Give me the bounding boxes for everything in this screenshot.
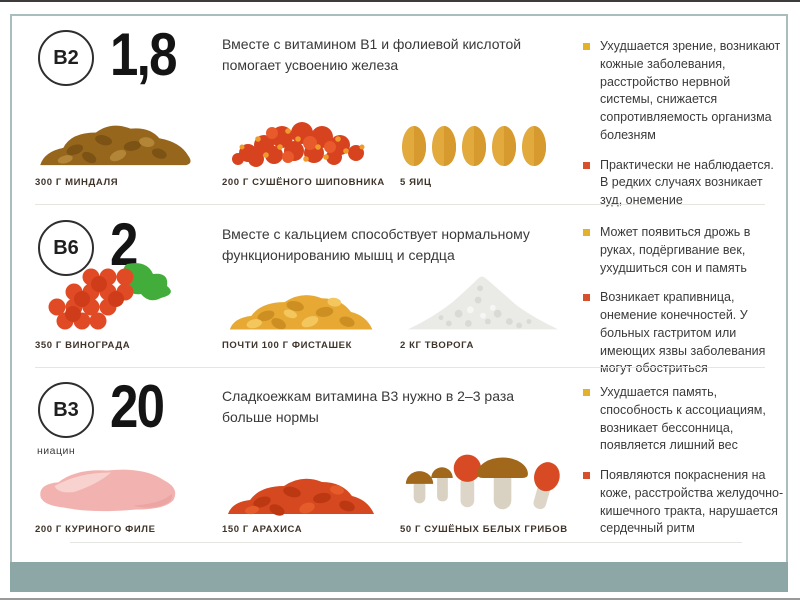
effect-text: Появляются покраснения на коже, расстрой… (600, 468, 784, 536)
peanuts-icon (222, 454, 397, 516)
food-caption: 5 ЯИЦ (400, 177, 432, 188)
chicken-fillet-icon (35, 454, 215, 516)
vitamin-badge: В6 (38, 220, 94, 276)
row-divider (35, 367, 765, 368)
food-caption: 200 Г СУШЁНОГО ШИПОВНИКА (222, 177, 385, 188)
deficiency-marker-icon (583, 389, 590, 396)
excess-marker-icon (583, 294, 590, 302)
mushrooms-icon (400, 454, 575, 516)
food-caption: ПОЧТИ 100 Г ФИСТАШЕК (222, 340, 352, 351)
effect-text: Практически не наблюдается. В редких слу… (600, 157, 774, 208)
vitamin-row-b3: В3 ниацин 20 Сладкоежкам витамина В3 нуж… (0, 374, 800, 542)
vitamin-badge: В2 (38, 30, 94, 86)
excess-marker-icon (583, 472, 590, 479)
pistachios-icon (222, 270, 397, 332)
deficiency-effect: Ухудшается зрение, возникают кожные забо… (583, 38, 785, 145)
food-item: 2 КГ ТВОРОГА (400, 270, 570, 351)
deficiency-marker-icon (583, 43, 590, 50)
footer-teal-bar (10, 562, 788, 592)
deficiency-marker-icon (583, 229, 590, 236)
food-caption: 300 Г МИНДАЛЯ (35, 177, 119, 188)
effect-text: Возникает крапивница, онемение конечност… (600, 290, 766, 376)
food-item: 50 Г СУШЁНЫХ БЕЛЫХ ГРИБОВ (400, 454, 575, 535)
deficiency-effect: Ухудшается память, способность к ассоциа… (583, 384, 785, 455)
food-caption: 150 Г АРАХИСА (222, 524, 303, 535)
grapes-icon (35, 263, 215, 332)
food-item: 200 Г КУРИНОГО ФИЛЕ (35, 454, 215, 535)
deficiency-effect: Может появиться дрожь в руках, подёргива… (583, 224, 785, 277)
vitamin-description: Сладкоежкам витамина В3 нужно в 2–3 раза… (222, 388, 515, 425)
food-caption: 50 Г СУШЁНЫХ БЕЛЫХ ГРИБОВ (400, 524, 568, 535)
vitamin-name: В2 (53, 46, 79, 69)
excess-effect: Возникает крапивница, онемение конечност… (583, 289, 785, 378)
excess-marker-icon (583, 161, 590, 169)
effects-list: Ухудшается зрение, возникают кожные забо… (583, 38, 785, 222)
food-item: 350 Г ВИНОГРАДА (35, 263, 215, 351)
excess-effect: Появляются покраснения на коже, расстрой… (583, 467, 785, 538)
vitamin-row-b6: В6 2 Вместе с кальцием способствует норм… (0, 212, 800, 375)
daily-amount: 20 (110, 373, 165, 440)
cottage-cheese-icon (400, 270, 570, 332)
food-item: 5 ЯИЦ (400, 107, 570, 188)
vitamin-name: В3 (53, 398, 79, 421)
row-divider (35, 204, 765, 205)
vitamin-row-b2: В2 1,8 Вместе с витамином В1 и фолиевой … (0, 21, 800, 207)
effect-text: Может появиться дрожь в руках, подёргива… (600, 225, 751, 275)
rosehip-icon (222, 107, 397, 169)
food-caption: 200 Г КУРИНОГО ФИЛЕ (35, 524, 156, 535)
food-item: ПОЧТИ 100 Г ФИСТАШЕК (222, 270, 397, 351)
almonds-icon (35, 107, 215, 169)
food-caption: 2 КГ ТВОРОГА (400, 340, 475, 351)
vitamin-badge: В3 (38, 382, 94, 438)
daily-amount: 1,8 (110, 21, 178, 88)
effect-text: Ухудшается зрение, возникают кожные забо… (600, 39, 781, 142)
vitamin-description: Вместе с кальцием способствует нормально… (222, 226, 530, 263)
effects-list: Ухудшается память, способность к ассоциа… (583, 384, 785, 550)
food-caption: 350 Г ВИНОГРАДА (35, 340, 131, 351)
food-item: 300 Г МИНДАЛЯ (35, 107, 215, 188)
vitamin-description: Вместе с витамином В1 и фолиевой кислото… (222, 36, 522, 73)
vitamin-name: В6 (53, 236, 79, 259)
food-item: 200 Г СУШЁНОГО ШИПОВНИКА (222, 107, 397, 188)
row-divider (70, 542, 742, 543)
vitamin-subtitle: ниацин (37, 445, 76, 457)
eggs-icon (400, 107, 570, 169)
effect-text: Ухудшается память, способность к ассоциа… (600, 385, 766, 453)
food-item: 150 Г АРАХИСА (222, 454, 397, 535)
effects-list: Может появиться дрожь в руках, подёргива… (583, 224, 785, 390)
excess-effect: Практически не наблюдается. В редких слу… (583, 157, 785, 210)
